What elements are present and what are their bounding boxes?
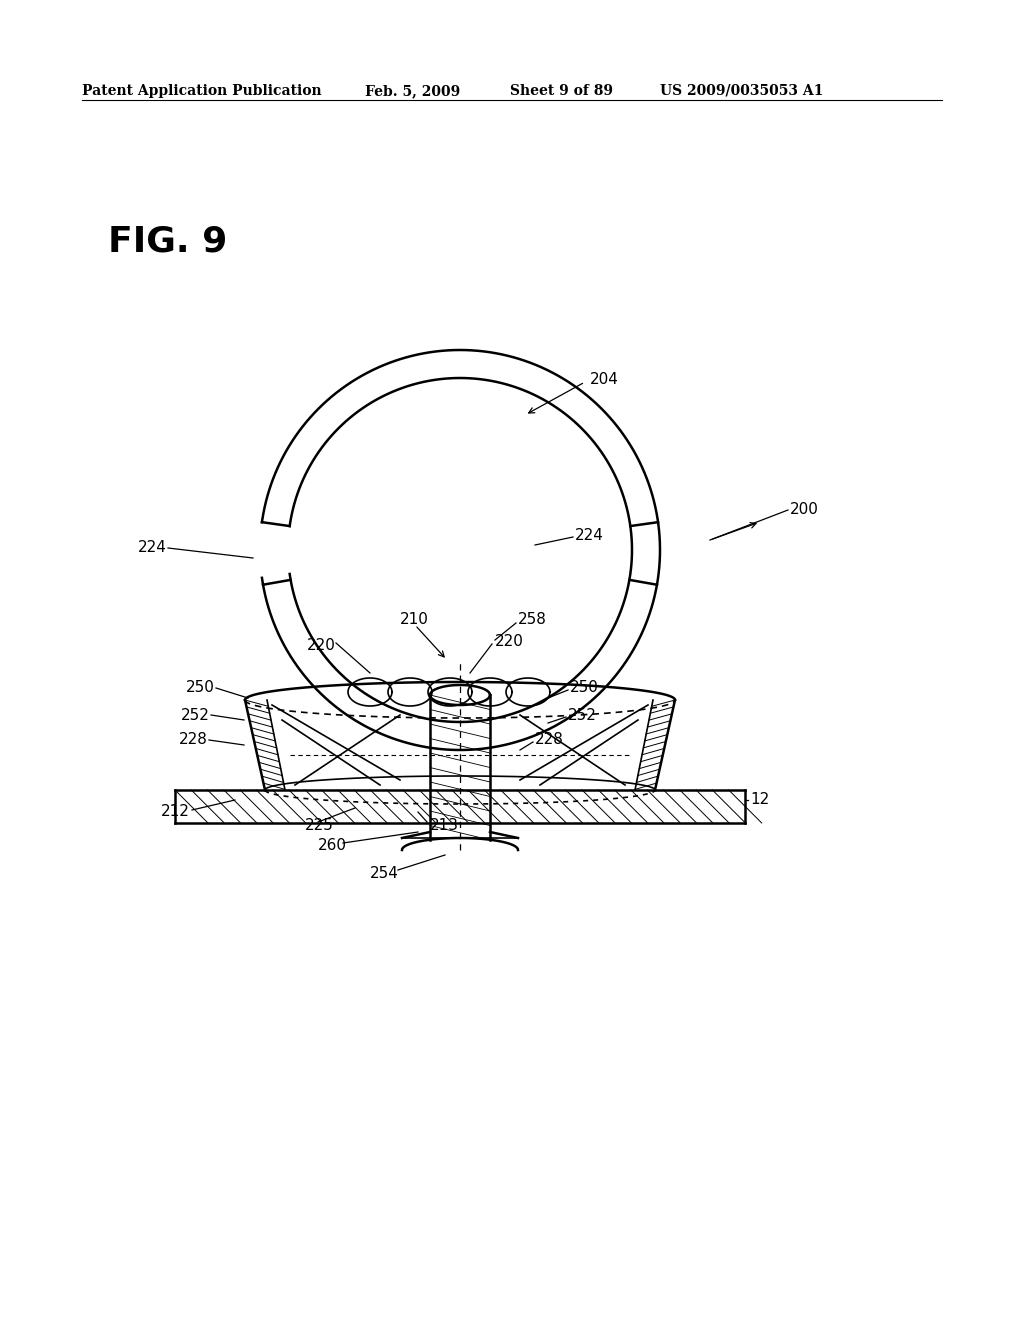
Text: Sheet 9 of 89: Sheet 9 of 89	[510, 84, 613, 98]
Text: US 2009/0035053 A1: US 2009/0035053 A1	[660, 84, 823, 98]
Text: 224: 224	[138, 540, 167, 556]
Text: 224: 224	[575, 528, 604, 543]
Text: 252: 252	[181, 708, 210, 722]
Text: 212: 212	[161, 804, 190, 820]
Text: 12: 12	[750, 792, 769, 808]
Text: Feb. 5, 2009: Feb. 5, 2009	[365, 84, 460, 98]
Text: 260: 260	[318, 837, 347, 853]
Text: FIG. 9: FIG. 9	[108, 224, 227, 259]
Text: 220: 220	[495, 635, 524, 649]
Text: 204: 204	[590, 372, 618, 388]
Text: 200: 200	[790, 503, 819, 517]
Text: 213: 213	[430, 817, 459, 833]
Text: Patent Application Publication: Patent Application Publication	[82, 84, 322, 98]
Text: 210: 210	[400, 612, 429, 627]
Text: 254: 254	[370, 866, 399, 880]
Text: 228: 228	[535, 733, 564, 747]
Text: 250: 250	[570, 681, 599, 696]
Text: 250: 250	[186, 681, 215, 696]
Text: 258: 258	[518, 612, 547, 627]
Text: 225: 225	[305, 817, 334, 833]
Text: 220: 220	[307, 638, 336, 652]
Text: 252: 252	[568, 708, 597, 722]
Text: 228: 228	[179, 733, 208, 747]
